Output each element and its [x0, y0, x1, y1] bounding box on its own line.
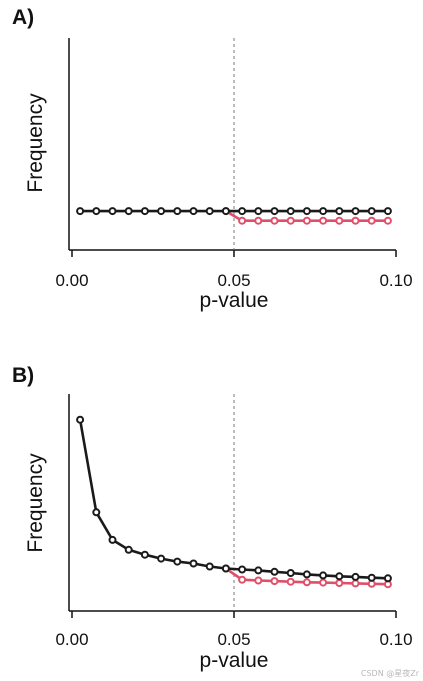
data-point-a-0-10	[383, 216, 392, 225]
data-point-a-0-7	[335, 216, 344, 225]
data-point-a-1-12	[270, 207, 279, 216]
data-point-b-1-0	[76, 415, 85, 424]
data-point-b-1-7	[189, 559, 198, 568]
x-tick-label-a-1: 0.05	[217, 271, 250, 290]
data-point-b-1-8	[205, 562, 214, 571]
data-point-b-1-3	[124, 545, 133, 554]
data-point-a-1-2	[108, 207, 117, 216]
data-point-b-1-6	[173, 557, 182, 566]
panel-b: B) 0.00 0.05 0.10 p-value Frequency	[12, 364, 413, 672]
data-point-b-1-15	[319, 571, 328, 580]
data-point-a-0-8	[351, 216, 360, 225]
data-point-a-0-1	[238, 216, 247, 225]
data-point-b-1-18	[367, 573, 376, 582]
data-point-a-0-2	[254, 216, 263, 225]
panel-label-a: A)	[12, 6, 34, 29]
data-point-b-1-10	[238, 565, 247, 574]
y-axis-title-a: Frequency	[24, 93, 47, 193]
data-point-b-1-11	[254, 566, 263, 575]
data-point-a-0-3	[270, 216, 279, 225]
x-tick-label-b-1: 0.05	[217, 630, 250, 649]
data-point-a-1-13	[286, 207, 295, 216]
data-point-a-0-9	[367, 216, 376, 225]
data-point-a-1-7	[189, 207, 198, 216]
data-point-a-1-4	[140, 207, 149, 216]
data-point-a-1-8	[205, 207, 214, 216]
data-point-a-1-19	[383, 207, 392, 216]
data-point-b-0-7	[335, 579, 344, 587]
data-point-a-1-17	[351, 207, 360, 216]
x-tick-label-b-0: 0.00	[55, 630, 88, 649]
x-axis-title-b: p-value	[200, 649, 269, 672]
panel-a: A) 0.00 0.05 0.10 p-value Frequency	[12, 6, 413, 312]
data-point-b-1-12	[270, 567, 279, 576]
panel-label-b: B)	[12, 364, 34, 387]
data-point-a-1-15	[319, 207, 328, 216]
data-point-b-0-4	[286, 577, 295, 586]
watermark: CSDN @星夜Zr	[361, 668, 420, 678]
data-point-b-1-14	[302, 570, 311, 579]
data-point-a-1-6	[173, 207, 182, 216]
data-point-b-0-6	[319, 578, 328, 587]
data-point-a-0-6	[319, 216, 328, 225]
data-point-a-1-9	[221, 207, 230, 216]
data-point-b-1-16	[335, 572, 344, 581]
x-axis-title-a: p-value	[200, 289, 269, 312]
data-point-b-0-8	[351, 579, 360, 588]
data-point-a-1-5	[157, 207, 166, 216]
data-point-b-0-5	[302, 578, 311, 587]
data-point-b-1-9	[221, 564, 230, 573]
x-tick-label-a-2: 0.10	[379, 271, 412, 290]
data-point-a-1-1	[92, 207, 101, 216]
data-point-b-1-1	[92, 508, 101, 517]
x-tick-label-b-2: 0.10	[379, 630, 412, 649]
data-point-b-0-3	[270, 577, 279, 586]
data-point-b-0-2	[254, 576, 263, 585]
data-point-a-1-0	[76, 207, 85, 216]
data-point-b-1-5	[157, 554, 166, 563]
data-point-a-0-4	[286, 216, 295, 225]
data-point-b-1-4	[140, 550, 149, 559]
data-point-a-1-11	[254, 207, 263, 216]
data-point-a-1-16	[335, 207, 344, 216]
data-point-b-1-2	[108, 535, 117, 544]
data-point-b-0-1	[238, 575, 247, 584]
data-point-b-1-13	[286, 569, 295, 577]
data-point-b-1-19	[383, 574, 392, 583]
data-point-b-1-17	[351, 572, 360, 581]
data-point-a-1-3	[124, 207, 133, 216]
data-point-a-1-10	[238, 207, 247, 216]
x-tick-label-a-0: 0.00	[55, 271, 88, 290]
data-point-a-1-18	[367, 207, 376, 216]
data-point-a-1-14	[302, 207, 311, 216]
data-point-a-0-5	[302, 216, 311, 225]
y-axis-title-b: Frequency	[24, 453, 47, 553]
